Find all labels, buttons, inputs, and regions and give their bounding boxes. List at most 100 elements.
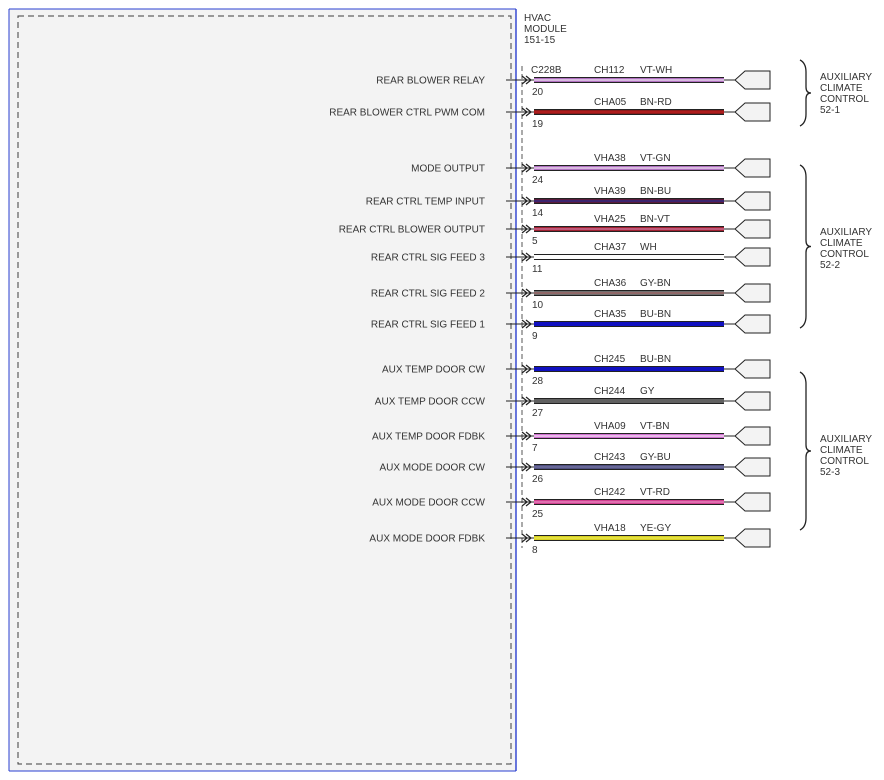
- circuit-id: VHA39: [594, 186, 626, 197]
- circuit-row-9: REAR CTRL SIG FEED 1 9 CHA35 BU-BN: [371, 309, 771, 342]
- pin-number: 20: [532, 87, 544, 98]
- control-52-3-line-2: CLIMATE: [820, 445, 863, 456]
- circuit-row-7: AUX TEMP DOOR FDBK 7 VHA09 VT-BN: [372, 421, 771, 454]
- pin-number: 14: [532, 208, 544, 219]
- terminal-connector-shape: [734, 426, 771, 446]
- pin-arrow: [521, 533, 528, 543]
- circuit-id: CHA05: [594, 97, 627, 108]
- terminal-connector-shape: [734, 191, 771, 211]
- control-brackets: [799, 59, 812, 531]
- wire-stripe: [534, 200, 724, 202]
- circuit-id: VHA25: [594, 214, 626, 225]
- pin-arrow: [521, 288, 528, 298]
- signal-label: REAR CTRL SIG FEED 1: [371, 320, 486, 331]
- control-52-1-line-4: 52-1: [820, 105, 840, 116]
- wire-stripe: [534, 466, 724, 468]
- pin-arrow-inner: [525, 107, 532, 117]
- wire-color-code: BN-BU: [640, 186, 671, 197]
- terminal-connector-shape: [734, 219, 771, 239]
- wire-stripe: [534, 501, 724, 503]
- pin-arrow: [521, 319, 528, 329]
- terminal-connector-shape: [734, 492, 771, 512]
- pin-arrow-inner: [525, 462, 532, 472]
- circuit-row-19: REAR BLOWER CTRL PWM COM 19 CHA05 BN-RD: [329, 97, 771, 130]
- wire-stripe: [534, 323, 724, 325]
- control-52-2-line-3: CONTROL: [820, 249, 869, 260]
- wire-color-code: VT-BN: [640, 421, 669, 432]
- circuit-row-27: AUX TEMP DOOR CCW 27 CH244 GY: [375, 386, 771, 419]
- signal-label: AUX TEMP DOOR FDBK: [372, 432, 485, 443]
- wire-color-code: VT-RD: [640, 487, 670, 498]
- signal-label: REAR CTRL SIG FEED 3: [371, 253, 486, 264]
- circuit-row-25: AUX MODE DOOR CCW 25 CH242 VT-RD: [372, 487, 771, 520]
- control-label-52-1: AUXILIARY CLIMATE CONTROL 52-1: [820, 72, 872, 116]
- pin-arrow-inner: [525, 364, 532, 374]
- pin-number: 11: [532, 264, 543, 275]
- wire-stripe: [534, 435, 724, 437]
- circuit-row-11: REAR CTRL SIG FEED 3 11 CHA37 WH: [371, 242, 771, 275]
- pin-arrow: [521, 163, 528, 173]
- pin-number: 19: [532, 119, 544, 130]
- pin-number: 7: [532, 443, 538, 454]
- pin-arrow-inner: [525, 431, 532, 441]
- circuit-id: CHA36: [594, 278, 627, 289]
- wire-color-code: BN-VT: [640, 214, 670, 225]
- pin-arrow: [521, 431, 528, 441]
- pin-number: 8: [532, 545, 538, 556]
- pin-arrow: [521, 75, 528, 85]
- circuit-row-8: AUX MODE DOOR FDBK 8 VHA18 YE-GY: [369, 523, 771, 556]
- pin-arrow-inner: [525, 75, 532, 85]
- pin-number: 27: [532, 408, 544, 419]
- terminal-connector-shape: [734, 247, 771, 267]
- pin-arrow: [521, 462, 528, 472]
- circuit-id: CH112: [594, 65, 625, 76]
- module-title-line-2: MODULE: [524, 24, 567, 35]
- signal-label: MODE OUTPUT: [411, 164, 485, 175]
- control-52-2-line-2: CLIMATE: [820, 238, 863, 249]
- wire-color-code: BU-BN: [640, 354, 671, 365]
- pin-number: 5: [532, 236, 538, 247]
- wire-color-code: GY-BN: [640, 278, 671, 289]
- pin-arrow-inner: [525, 497, 532, 507]
- signal-label: REAR BLOWER RELAY: [376, 76, 485, 87]
- circuit-id: CH244: [594, 386, 626, 397]
- control-52-1-line-3: CONTROL: [820, 94, 869, 105]
- wire-stripe: [534, 167, 724, 169]
- control-52-2-line-1: AUXILIARY: [820, 227, 872, 238]
- control-52-3-line-3: CONTROL: [820, 456, 869, 467]
- wire-stripe: [534, 256, 724, 258]
- signal-label: AUX TEMP DOOR CW: [382, 365, 486, 376]
- control-52-2-line-4: 52-2: [820, 260, 840, 271]
- pin-arrow: [521, 196, 528, 206]
- signal-label: REAR CTRL BLOWER OUTPUT: [339, 225, 485, 236]
- wire-stripe: [534, 368, 724, 370]
- pin-arrow: [521, 252, 528, 262]
- circuit-row-5: REAR CTRL BLOWER OUTPUT 5 VHA25 BN-VT: [339, 214, 771, 247]
- control-52-3-line-1: AUXILIARY: [820, 434, 872, 445]
- pin-arrow-inner: [525, 288, 532, 298]
- wire-color-code: YE-GY: [640, 523, 671, 534]
- control-label-52-3: AUXILIARY CLIMATE CONTROL 52-3: [820, 434, 872, 478]
- pin-number: 28: [532, 376, 544, 387]
- wire-color-code: GY: [640, 386, 655, 397]
- pin-arrow-inner: [525, 533, 532, 543]
- wire-color-code: BU-BN: [640, 309, 671, 320]
- bracket-52-1: [799, 59, 812, 127]
- pin-arrow-inner: [525, 396, 532, 406]
- circuit-id: CH242: [594, 487, 626, 498]
- pin-arrow: [521, 107, 528, 117]
- circuit-row-20: REAR BLOWER RELAY 20 CH112 VT-WH: [376, 65, 771, 98]
- pin-arrow: [521, 396, 528, 406]
- terminal-connector-shape: [734, 528, 771, 548]
- terminal-connector-shape: [734, 359, 771, 379]
- signal-label: AUX TEMP DOOR CCW: [375, 397, 486, 408]
- circuit-id: CH245: [594, 354, 626, 365]
- control-52-3-line-4: 52-3: [820, 467, 840, 478]
- module-title-line-3: 151-15: [524, 35, 556, 46]
- signal-label: AUX MODE DOOR CCW: [372, 498, 485, 509]
- wire-stripe: [534, 111, 724, 113]
- wire-stripe: [534, 400, 724, 402]
- terminal-connector-shape: [734, 283, 771, 303]
